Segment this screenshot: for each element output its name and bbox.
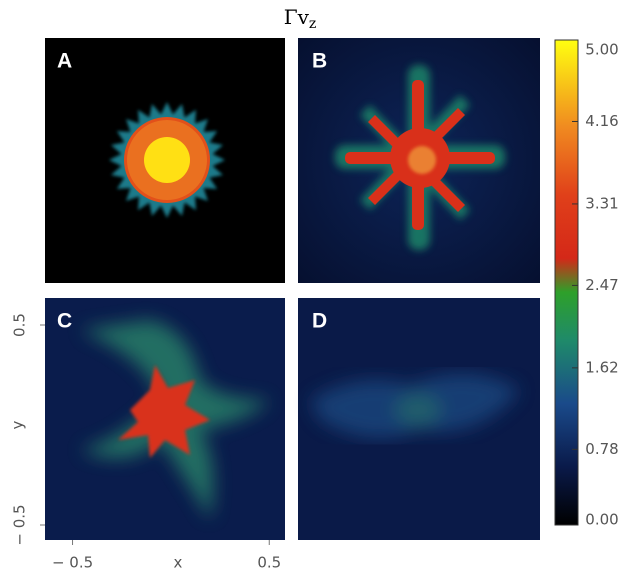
colorbar-tick-label: 0.00 <box>585 511 618 529</box>
y-tick-label: − 0.5 <box>11 504 29 545</box>
colorbar-tick-label: 2.47 <box>585 276 618 294</box>
y-tick-label: 0.5 <box>11 313 29 337</box>
panel-label: D <box>312 310 327 333</box>
colorbar-tick-label: 1.62 <box>585 358 618 376</box>
panel-d: D <box>298 298 540 540</box>
x-tick-label: 0.5 <box>257 554 281 572</box>
figure: Γvz A B C <box>0 0 636 578</box>
y-axis-label: y <box>9 420 27 429</box>
colorbar <box>555 40 578 525</box>
title-main: Γv <box>284 5 310 29</box>
x-axis-label: x <box>174 554 183 572</box>
colorbar-tick-label: 0.78 <box>585 440 618 458</box>
panel-a: A <box>45 38 285 283</box>
colorbar-tick-label: 5.00 <box>585 41 618 59</box>
panel-b: B <box>298 38 540 283</box>
panel-label: C <box>57 310 72 333</box>
title-sub: z <box>309 16 316 32</box>
panel-label: A <box>57 50 72 73</box>
panel-c: C <box>45 298 285 540</box>
x-tick-label: − 0.5 <box>52 554 93 572</box>
colorbar-tick-label: 3.31 <box>585 194 618 212</box>
title: Γvz <box>284 5 317 33</box>
panel-label: B <box>312 50 327 73</box>
colorbar-tick-label: 4.16 <box>585 112 618 130</box>
